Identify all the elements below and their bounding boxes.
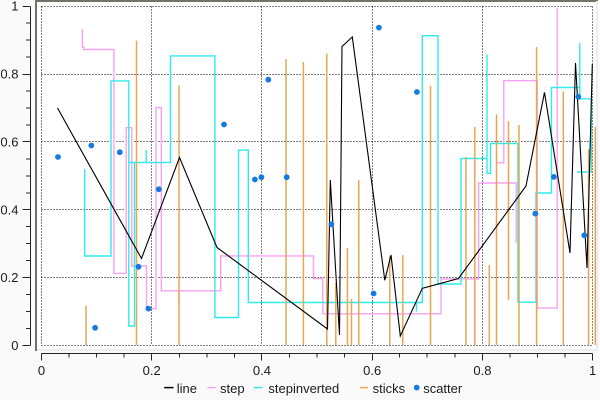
svg-text:0: 0 (38, 363, 45, 378)
svg-text:0.6: 0.6 (0, 134, 18, 149)
svg-text:stepinverted: stepinverted (268, 381, 339, 396)
svg-text:0.2: 0.2 (143, 363, 161, 378)
svg-text:0.2: 0.2 (0, 270, 18, 285)
svg-text:line: line (177, 381, 197, 396)
svg-text:0.4: 0.4 (0, 202, 18, 217)
svg-text:0: 0 (11, 338, 18, 353)
svg-text:0.8: 0.8 (473, 363, 491, 378)
svg-text:0.4: 0.4 (253, 363, 271, 378)
svg-text:1: 1 (11, 0, 18, 14)
svg-text:0.8: 0.8 (0, 67, 18, 82)
svg-text:step: step (220, 381, 245, 396)
svg-text:1: 1 (589, 363, 596, 378)
svg-text:scatter: scatter (423, 381, 463, 396)
svg-text:0.6: 0.6 (363, 363, 381, 378)
svg-text:sticks: sticks (373, 381, 406, 396)
